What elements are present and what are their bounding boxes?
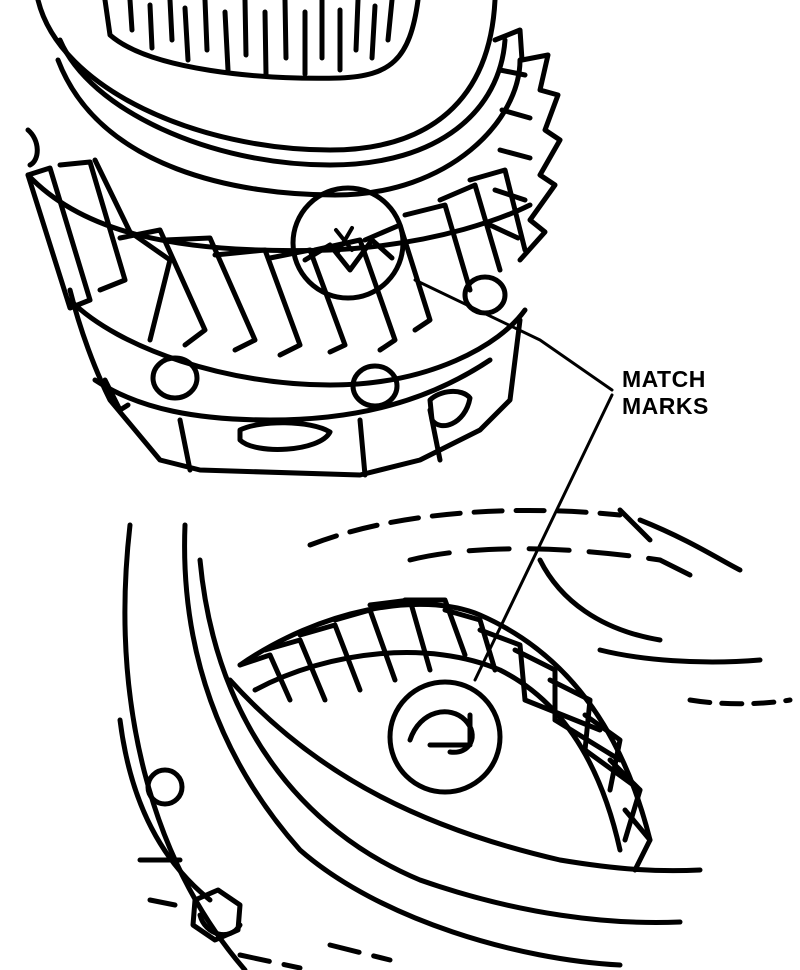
- callout-line-1: MATCH: [622, 366, 706, 392]
- lower-leader-line: [473, 393, 614, 682]
- upper-leader-line: [413, 278, 614, 392]
- lower-case-assembly: [117, 507, 793, 970]
- match-marks-callout: MATCH MARKS: [622, 366, 709, 420]
- upper-match-mark-circle: [290, 185, 406, 301]
- lower-match-mark-circle: [387, 679, 503, 795]
- upper-gear-assembly: [25, 0, 563, 478]
- callout-line-2: MARKS: [622, 393, 709, 419]
